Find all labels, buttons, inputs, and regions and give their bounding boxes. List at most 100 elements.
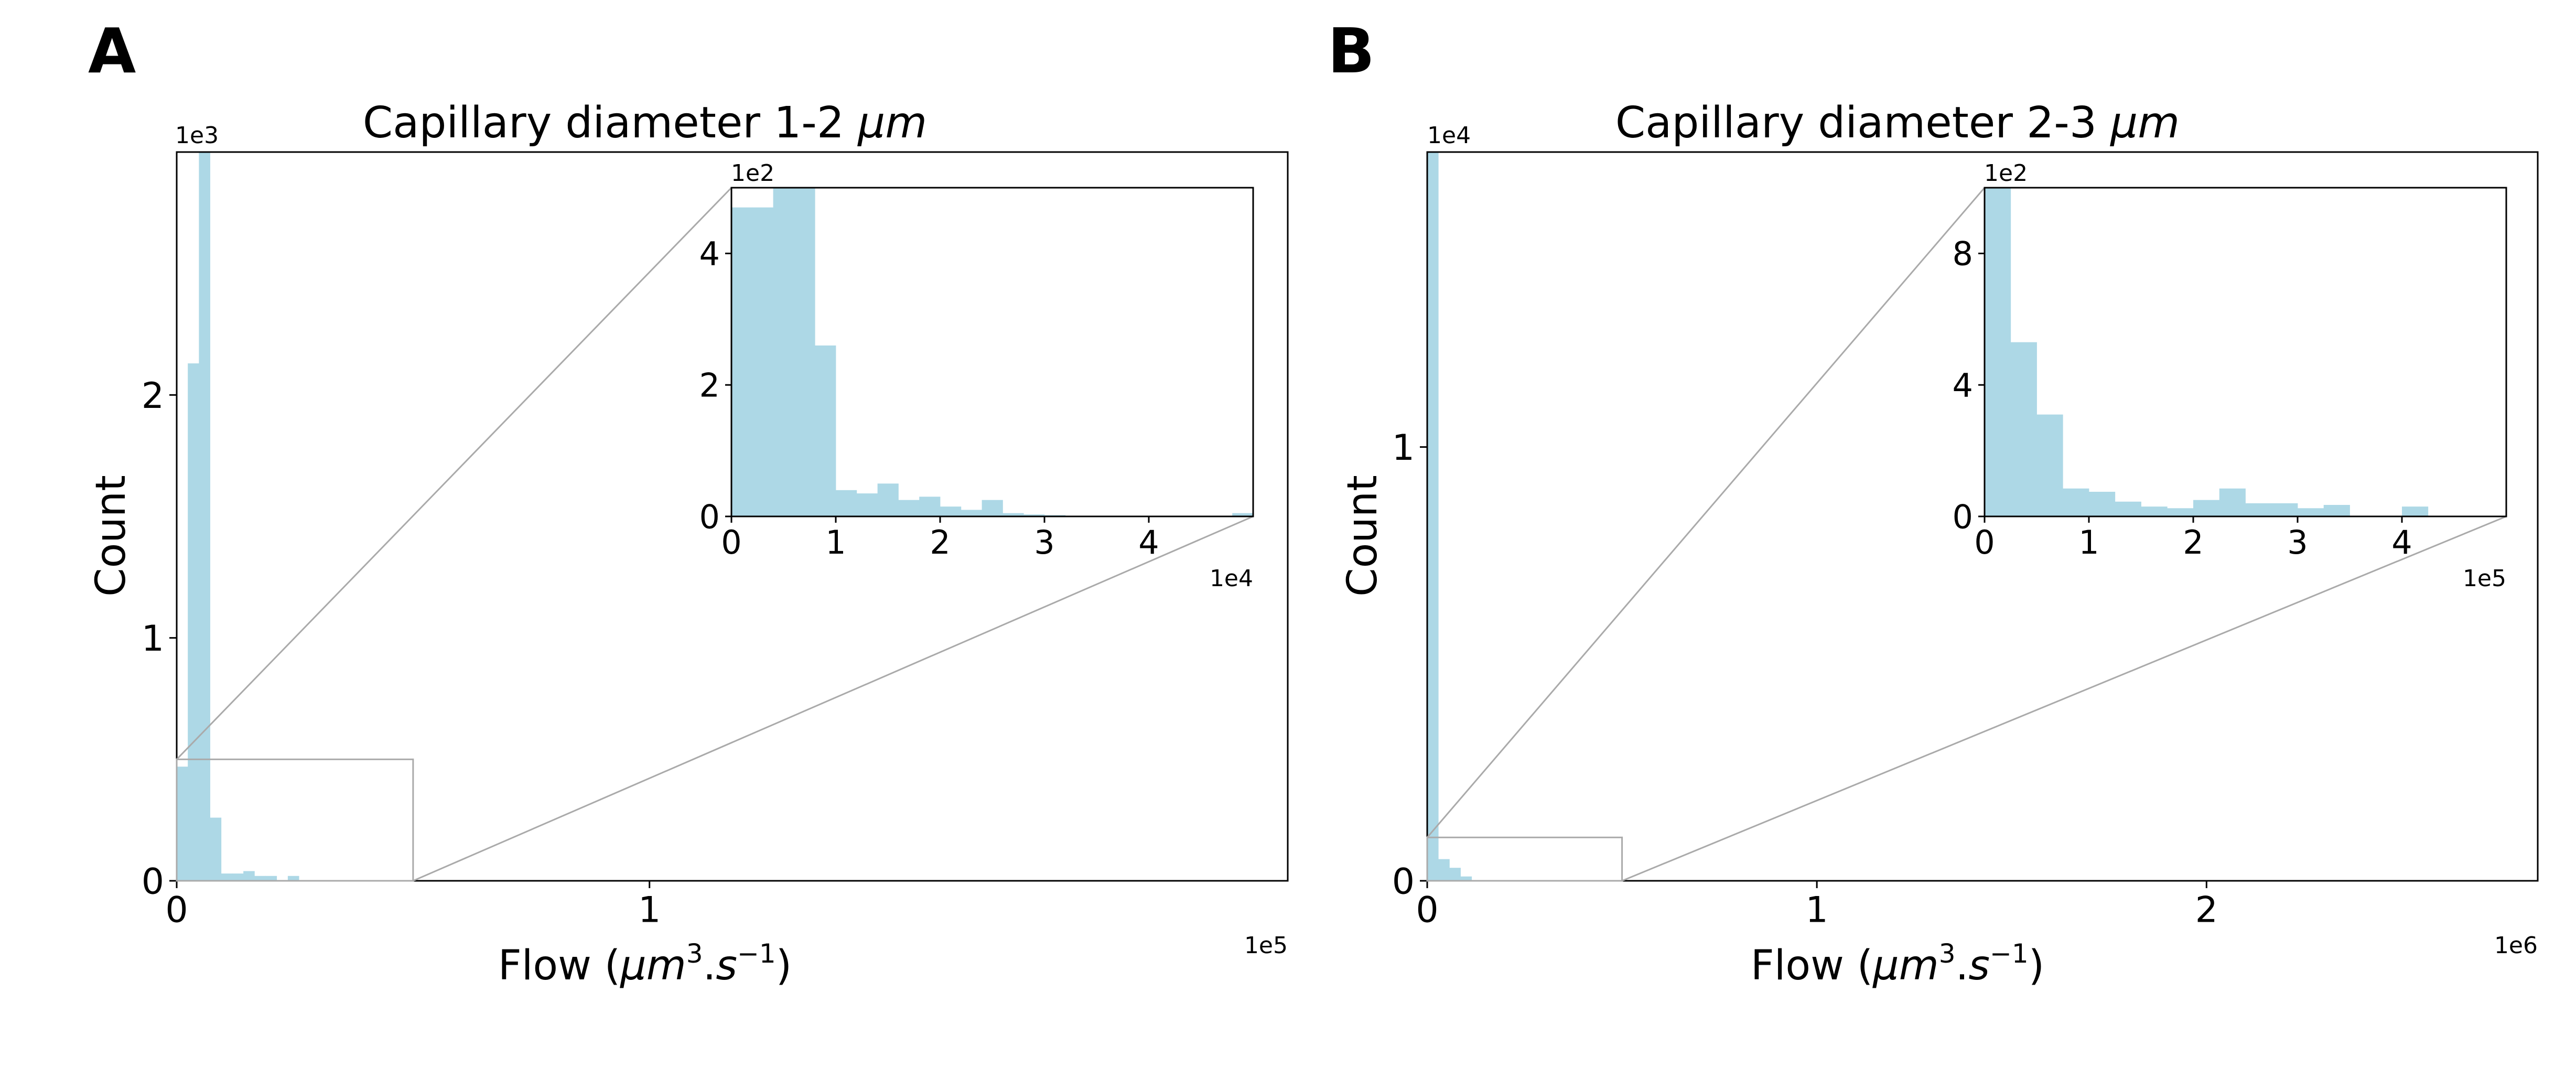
inset-b-bar [2063,488,2089,516]
inset-b-y-tick-label: 8 [1953,235,1973,273]
panel-a: A Capillary diameter 1-2 μm Count Flow (… [88,15,1289,989]
zoom-box-a [176,758,414,882]
main-a-bars [177,152,299,881]
y-axis-label-a: Count [88,475,135,597]
inset-b-bar [1985,188,2011,516]
main-b-x-tick-label: 1 [1806,890,1828,931]
main-b-bar [1449,868,1461,881]
main-plot-b: 0 1 2 0 1 [1392,151,2539,931]
inset-b-x-tick-label: 1 [2078,523,2099,562]
inset-a-bar [731,207,753,516]
main-a-bar [254,876,266,881]
inset-a-y-tick-label: 4 [699,235,720,273]
inset-b-bar [2010,342,2037,516]
inset-a-bar [919,497,941,516]
main-b-x-tick-label: 2 [2195,890,2218,931]
chart-title-a: Capillary diameter 1-2 μm [363,98,927,148]
main-b-bars [1427,152,1472,881]
inset-plot-b: 0 1 2 3 4 0 4 8 [1953,187,2507,562]
inset-b-bars [1985,188,2429,516]
inset-a-bar [1003,513,1024,516]
zoom-connector-b [1622,515,2507,882]
inset-b-bar [2298,508,2324,516]
y-multiplier-b: 1e4 [1427,122,1471,149]
zoom-connector-a [176,187,732,760]
zoom-connector-a [413,515,1254,882]
zoom-connector-b [1426,187,1986,838]
main-plot-a: 0 1 0 1 2 [142,151,1289,931]
chart-title-b: Capillary diameter 2-3 μm [1615,98,2180,148]
main-a-bar [188,363,199,881]
inset-b-bar [2115,501,2141,516]
inset-a-bar [982,500,1003,516]
inset-x-multiplier-b: 1e5 [2463,565,2506,592]
main-b-y-tick-label: 0 [1392,861,1415,902]
inset-y-multiplier-b: 1e2 [1984,160,2028,187]
inset-y-multiplier-a: 1e2 [731,160,774,187]
main-b-y-tick-label: 1 [1392,427,1415,469]
inset-a-x-tick-label: 4 [1138,523,1159,562]
main-a-x-tick-label: 0 [165,890,188,931]
inset-b-bar [2141,506,2168,516]
inset-b-bar [2219,488,2246,516]
inset-a-bar [856,493,878,516]
inset-b-bar [2323,505,2350,516]
inset-b-x-tick-label: 2 [2183,523,2203,562]
inset-x-multiplier-a: 1e4 [1210,565,1253,592]
inset-b-bar [2245,503,2272,516]
x-multiplier-a: 1e5 [1244,932,1288,959]
main-a-x-tick-label: 1 [638,890,661,931]
inset-background-b [1985,188,2506,516]
main-b-bar [1427,152,1439,881]
inset-a-frame [730,187,1254,517]
main-b-bar [1438,859,1450,881]
main-a-bar [199,152,210,881]
panel-label-b: B [1328,15,1375,87]
inset-b-x-tick-label: 3 [2287,523,2308,562]
main-b-bar [1460,876,1472,881]
inset-a-y-tick-label: 2 [699,366,720,405]
x-multiplier-b: 1e6 [2494,932,2538,959]
x-axis-label-a: Flow (μm3.s−1) [498,938,792,989]
main-a-y-tick-label: 0 [142,861,164,902]
y-axis-label-b: Count [1339,475,1386,597]
main-b-frame [1426,151,2539,882]
inset-a-x-tick-label: 1 [825,523,846,562]
inset-a-bar [1232,513,1254,516]
inset-a-bar [752,207,773,516]
main-a-y-tick-label: 1 [142,618,164,660]
inset-a-bar [961,510,982,516]
inset-b-bar [2089,491,2116,516]
y-multiplier-a: 1e3 [175,122,219,149]
inset-a-bar [773,188,794,516]
inset-a-bar [877,483,899,516]
inset-b-frame [1984,187,2507,517]
main-a-bar [287,876,299,881]
inset-b-bar [2271,503,2298,516]
inset-b-y-tick-label: 4 [1953,366,1973,405]
inset-b-bar [2167,508,2194,516]
main-a-bar [177,767,188,881]
main-b-x-tick-label: 0 [1416,890,1438,931]
zoom-box-b [1426,836,1623,882]
main-a-bar [265,876,277,881]
main-a-bar [221,873,233,881]
inset-b-bar [2193,500,2220,516]
inset-a-bar [836,490,857,516]
main-a-bar [243,871,255,881]
inset-plot-a: 0 1 2 3 4 0 2 4 [699,187,1254,562]
inset-a-bars [731,188,1254,516]
inset-a-bar [1023,514,1045,516]
inset-b-x-tick-label: 0 [1974,523,1995,562]
inset-a-y-tick-label: 0 [699,498,720,536]
inset-a-bar [898,500,920,516]
main-a-frame [176,151,1289,882]
inset-b-bar [2036,414,2063,516]
inset-b-x-tick-label: 4 [2391,523,2412,562]
main-a-y-tick-label: 2 [142,375,164,417]
inset-a-x-tick-label: 2 [930,523,950,562]
inset-a-bar [794,188,815,516]
inset-b-bar [2402,506,2429,516]
main-a-bar [232,873,244,881]
main-a-bar [210,817,222,881]
